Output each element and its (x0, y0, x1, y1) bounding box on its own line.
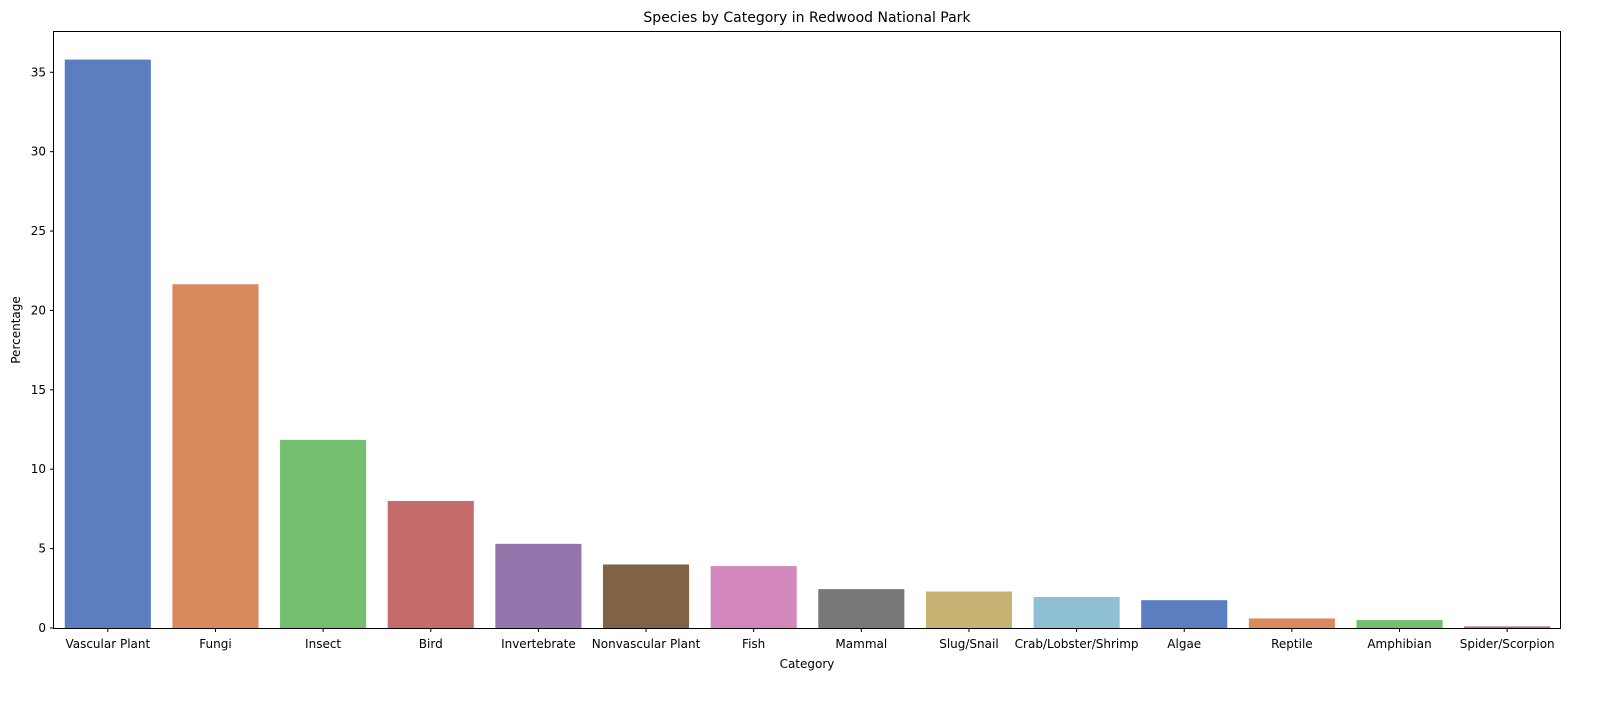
x-tick-label: Algae (1167, 637, 1201, 651)
x-tick-label: Vascular Plant (65, 637, 150, 651)
y-axis-ticks: 0 5 10 15 20 25 30 35 (31, 65, 54, 635)
x-tick-label: Insect (305, 637, 341, 651)
x-tick-label: Invertebrate (501, 637, 576, 651)
y-tick-label: 20 (31, 303, 46, 317)
y-tick-label: 10 (31, 462, 46, 476)
bar-vascular-plant (64, 59, 151, 628)
y-tick-label: 30 (31, 145, 46, 159)
x-tick-label: Slug/Snail (939, 637, 998, 651)
x-tick-label: Spider/Scorpion (1460, 637, 1555, 651)
bar-nonvascular-plant (602, 564, 690, 628)
x-tick-label: Amphibian (1367, 637, 1431, 651)
bar-invertebrate (495, 543, 582, 628)
bar-amphibian (1356, 620, 1443, 628)
x-axis-label: Category (780, 657, 835, 671)
x-tick-label: Nonvascular Plant (592, 637, 701, 651)
bar-insect (280, 439, 367, 628)
y-tick-label: 0 (38, 621, 46, 635)
y-tick-label: 5 (38, 542, 46, 556)
y-tick-label: 35 (31, 65, 46, 79)
bar-fish (710, 566, 797, 628)
y-axis-label: Percentage (9, 296, 23, 364)
bar-crab-lobster-shrimp (1033, 597, 1120, 628)
plot-frame (53, 31, 1561, 629)
bar-algae (1141, 600, 1228, 628)
x-tick-label: Bird (419, 637, 443, 651)
x-tick-label: Reptile (1271, 637, 1313, 651)
bar-spider-scorpion (1464, 626, 1551, 628)
bar-reptile (1248, 618, 1335, 628)
bar-fungi (172, 284, 259, 628)
y-tick-label: 25 (31, 224, 46, 238)
x-tick-label: Mammal (835, 637, 887, 651)
chart-title: Species by Category in Redwood National … (643, 10, 971, 26)
x-axis-ticks: Vascular Plant Fungi Insect Bird Invertebrat… (65, 628, 1555, 651)
x-tick-label: Crab/Lobster/Shrimp (1015, 637, 1139, 651)
bar-bird (387, 500, 474, 628)
x-tick-label: Fungi (199, 637, 231, 651)
y-tick-label: 15 (31, 383, 46, 397)
x-tick-label: Fish (742, 637, 765, 651)
bars (64, 59, 1551, 628)
bar-slug-snail (925, 591, 1013, 628)
bar-mammal (818, 589, 905, 628)
